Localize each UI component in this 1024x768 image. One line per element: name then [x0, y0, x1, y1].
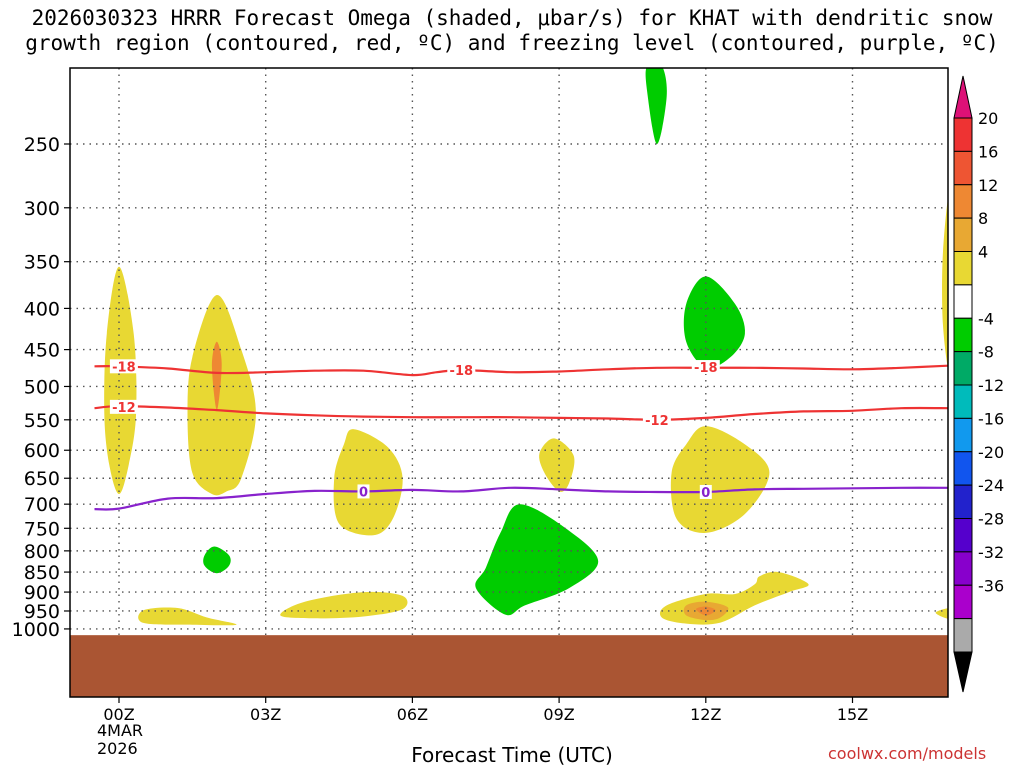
contour-label-bg-2-1: [699, 484, 712, 499]
colorbar-box-11: [953, 484, 973, 519]
colorbar-label-3: 8: [978, 209, 988, 228]
x-tick-label-09Z: 09Z: [543, 705, 574, 724]
colorbar-box-0: [953, 117, 973, 152]
colorbar-label-10: -24: [978, 476, 1004, 495]
x-axis-label: Forecast Time (UTC): [411, 743, 613, 767]
y-tick-label-500: 500: [24, 376, 60, 398]
contour-line-2: [94, 486, 948, 511]
y-tick-label-550: 550: [24, 410, 60, 432]
colorbar-label-9: -20: [978, 443, 1004, 462]
y-tick-label-900: 900: [24, 582, 60, 604]
contour-label-2-0: 0: [359, 485, 368, 500]
omega-region-5: [670, 426, 770, 533]
colorbar-label-8: -16: [978, 409, 1004, 428]
contour-label-bg-1-0: [109, 399, 138, 414]
colorbar-label-6: -8: [978, 343, 994, 362]
omega-region-2: [211, 341, 222, 411]
omega-region-12: [935, 608, 948, 619]
colorbar-box-13: [953, 551, 973, 586]
omega-region-11: [942, 198, 948, 368]
y-tick-label-700: 700: [24, 494, 60, 516]
y-tick-label-350: 350: [24, 252, 60, 274]
omega-region-14: [683, 276, 746, 369]
omega-region-13: [645, 68, 667, 145]
contour-label-0-2: -18: [694, 361, 718, 376]
y-tick-label-300: 300: [24, 198, 60, 220]
colorbar-label-0: 20: [978, 109, 998, 128]
omega-region-0: [104, 266, 137, 494]
x-tick-label-15Z: 15Z: [837, 705, 868, 724]
colorbar-label-4: 4: [978, 243, 988, 262]
contour-label-bg-1-1: [642, 412, 671, 427]
colorbar-top-arrow: [953, 75, 973, 119]
x-tick-label-03Z: 03Z: [250, 705, 281, 724]
y-tick-label-650: 650: [24, 468, 60, 490]
x-tick-label-12Z: 12Z: [690, 705, 721, 724]
colorbar-box-10: [953, 451, 973, 486]
date-label-year: 2026: [97, 739, 138, 758]
contour-label-bg-0-1: [447, 362, 476, 377]
y-tick-label-450: 450: [24, 340, 60, 362]
contour-label-2-1: 0: [701, 486, 710, 501]
omega-region-6: [280, 591, 408, 619]
colorbar-box-3: [953, 217, 973, 252]
plot-frame: [69, 67, 949, 698]
colorbar-box-12: [953, 518, 973, 553]
colorbar-box-15: [953, 618, 973, 653]
title-line-1: 2026030323 HRRR Forecast Omega (shaded, …: [31, 6, 993, 30]
title-line-2: growth region (contoured, red, ºC) and f…: [25, 31, 999, 55]
y-tick-label-250: 250: [24, 134, 60, 156]
date-label-day: 4MAR: [97, 721, 144, 740]
contour-label-0-1: -18: [450, 364, 474, 379]
colorbar-label-11: -28: [978, 510, 1004, 529]
colorbar-box-4: [953, 251, 973, 286]
watermark: coolwx.com/models: [828, 744, 987, 763]
colorbar-box-8: [953, 384, 973, 419]
colorbar-label-7: -12: [978, 376, 1004, 395]
x-tick-label-06Z: 06Z: [397, 705, 428, 724]
omega-region-7: [138, 607, 237, 626]
omega-region-15: [475, 504, 599, 616]
colorbar-bottom-arrow: [953, 651, 973, 693]
chart-title: 2026030323 HRRR Forecast Omega (shaded, …: [0, 6, 1024, 56]
contour-line-1: [94, 405, 948, 421]
colorbar-label-5: -4: [978, 309, 994, 328]
colorbar-box-2: [953, 184, 973, 219]
y-tick-label-750: 750: [24, 518, 60, 540]
y-tick-label-950: 950: [24, 601, 60, 623]
omega-region-16: [203, 546, 231, 574]
colorbar-box-6: [953, 317, 973, 353]
colorbar-box-7: [953, 351, 973, 386]
colorbar-label-13: -36: [978, 576, 1004, 595]
y-tick-label-400: 400: [24, 298, 60, 320]
contour-line-0: [94, 364, 948, 377]
contour-label-1-1: -12: [645, 414, 669, 429]
contour-label-bg-0-0: [109, 359, 138, 374]
contour-label-bg-2-0: [357, 484, 370, 499]
colorbar-box-14: [953, 584, 973, 620]
omega-region-1: [187, 294, 256, 496]
y-tick-label-850: 850: [24, 562, 60, 584]
y-tick-label-1000: 1000: [12, 619, 60, 641]
contour-label-1-0: -12: [112, 401, 136, 416]
colorbar-box-5: [953, 284, 973, 319]
y-tick-label-600: 600: [24, 440, 60, 462]
colorbar-label-1: 16: [978, 142, 998, 161]
ground-surface: [70, 635, 948, 697]
omega-region-10: [696, 606, 716, 616]
contour-label-0-0: -18: [112, 360, 136, 375]
colorbar-box-1: [953, 150, 973, 186]
contour-label-bg-0-2: [691, 360, 720, 375]
y-tick-label-800: 800: [24, 541, 60, 563]
colorbar-label-2: 12: [978, 176, 998, 195]
colorbar-box-9: [953, 417, 973, 453]
x-tick-label-00Z: 00Z: [103, 705, 134, 724]
colorbar-label-12: -32: [978, 543, 1004, 562]
omega-region-4: [539, 438, 575, 492]
omega-region-3: [333, 429, 403, 536]
